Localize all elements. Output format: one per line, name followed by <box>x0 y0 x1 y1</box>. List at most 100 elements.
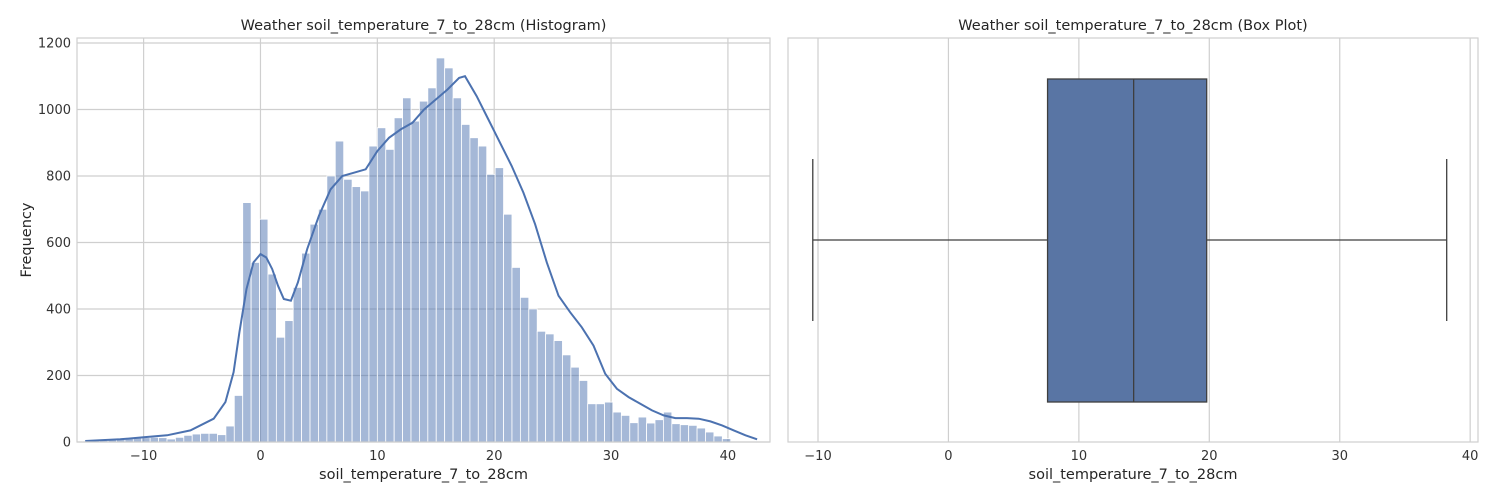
histogram-bar <box>646 422 656 443</box>
histogram-bar <box>528 308 538 443</box>
boxplot-x-label: soil_temperature_7_to_28cm <box>1029 467 1238 483</box>
histogram-bar <box>553 340 563 443</box>
histogram-bar <box>503 213 513 443</box>
boxplot-x-ticks: −10 0 10 20 30 40 <box>804 449 1478 464</box>
histogram-bar <box>326 175 336 443</box>
histogram-bar <box>183 434 193 443</box>
histogram-bar <box>713 435 723 443</box>
histogram-bar <box>419 100 429 443</box>
boxplot-title: Weather soil_temperature_7_to_28cm (Box … <box>958 18 1307 34</box>
histogram-bar <box>292 286 303 443</box>
histogram-bar <box>334 140 345 443</box>
histogram-bar <box>158 437 168 443</box>
histogram-bar <box>578 380 589 443</box>
histogram-bars <box>82 57 732 443</box>
histogram-bar <box>452 97 462 443</box>
histogram-x-tick-label: 20 <box>486 449 503 464</box>
histogram-x-tick-label: 10 <box>369 449 386 464</box>
histogram-bar <box>149 436 159 443</box>
histogram-y-tick-label: 400 <box>46 302 71 317</box>
histogram-bar <box>511 267 521 443</box>
histogram-x-tick-label: 40 <box>720 449 737 464</box>
histogram-y-ticks: 0 200 400 600 800 1000 1200 <box>38 36 71 450</box>
histogram-bar <box>225 425 235 443</box>
histogram-bar <box>343 178 353 443</box>
boxplot-x-tick-label: 30 <box>1331 449 1348 464</box>
histogram-bar <box>545 333 555 443</box>
histogram-bar <box>570 366 580 443</box>
histogram-bar <box>461 124 471 443</box>
histogram-x-tick-label: −10 <box>130 449 157 464</box>
histogram-y-tick-label: 0 <box>63 436 71 451</box>
histogram-bar <box>233 395 244 443</box>
histogram-bar <box>208 432 218 443</box>
histogram-bar <box>629 422 639 443</box>
histogram-bar <box>562 354 572 443</box>
histogram-bar <box>444 67 454 443</box>
histogram-y-tick-label: 1000 <box>38 103 71 118</box>
boxplot-x-tick-label: −10 <box>804 449 831 464</box>
boxplot-x-tick-label: 10 <box>1071 449 1088 464</box>
histogram-bar <box>191 433 202 443</box>
histogram-subplot: Weather soil_temperature_7_to_28cm (Hist… <box>19 18 771 483</box>
histogram-bar <box>259 218 269 443</box>
histogram-bar <box>477 145 488 443</box>
iqr-box <box>1046 78 1208 403</box>
histogram-bar <box>469 137 479 443</box>
histogram-bar <box>494 167 504 443</box>
histogram-bar <box>435 57 446 443</box>
histogram-bar <box>250 262 260 443</box>
kde-curve <box>85 75 758 442</box>
histogram-bar <box>679 424 690 443</box>
boxplot-x-tick-label: 0 <box>944 449 952 464</box>
histogram-bar <box>486 173 496 443</box>
histogram-bar <box>318 208 328 443</box>
histogram-bar <box>360 190 370 443</box>
boxplot-frame <box>787 37 1479 443</box>
histogram-bar <box>587 403 597 443</box>
boxplot-subplot: Weather soil_temperature_7_to_28cm (Box … <box>787 18 1479 483</box>
histogram-x-tick-label: 0 <box>256 449 264 464</box>
histogram-y-tick-label: 200 <box>46 369 71 384</box>
histogram-y-tick-label: 800 <box>46 169 71 184</box>
histogram-bar <box>376 127 387 443</box>
histogram-bar <box>351 186 361 443</box>
histogram-bar <box>620 414 631 443</box>
histogram-bar <box>654 419 664 443</box>
histogram-bar <box>671 423 681 443</box>
histogram-bar <box>637 416 647 443</box>
histogram-bar <box>368 145 378 443</box>
histogram-bar <box>427 87 437 443</box>
histogram-bar <box>604 401 614 443</box>
histogram-x-tick-label: 30 <box>603 449 620 464</box>
histogram-bar <box>301 252 311 443</box>
histogram-frame <box>76 37 771 443</box>
histogram-bar <box>688 424 698 443</box>
histogram-bar <box>275 336 286 443</box>
histogram-y-tick-label: 1200 <box>38 36 71 51</box>
histogram-bar <box>402 97 412 443</box>
boxplot-x-tick-label: 20 <box>1201 449 1218 464</box>
histogram-bar <box>242 202 252 443</box>
histogram-bar <box>309 223 319 443</box>
boxplot-x-tick-label: 40 <box>1462 449 1479 464</box>
histogram-bar <box>393 117 403 443</box>
histogram-y-label: Frequency <box>19 202 35 277</box>
histogram-x-ticks: −10 0 10 20 30 40 <box>130 449 736 464</box>
histogram-bar <box>696 427 706 443</box>
histogram-y-tick-label: 600 <box>46 236 71 251</box>
histogram-bar <box>612 411 622 443</box>
histogram-bar <box>284 320 294 443</box>
histogram-bar <box>217 434 227 443</box>
histogram-bar <box>519 296 530 443</box>
histogram-bar <box>174 436 185 443</box>
boxplot-marks <box>812 78 1448 403</box>
histogram-bar <box>200 432 210 443</box>
histogram-bar <box>536 330 547 443</box>
histogram-bar <box>385 148 395 443</box>
histogram-x-label: soil_temperature_7_to_28cm <box>319 467 528 483</box>
histogram-bar <box>410 120 420 443</box>
histogram-bar <box>267 273 277 443</box>
histogram-bar <box>705 431 715 443</box>
